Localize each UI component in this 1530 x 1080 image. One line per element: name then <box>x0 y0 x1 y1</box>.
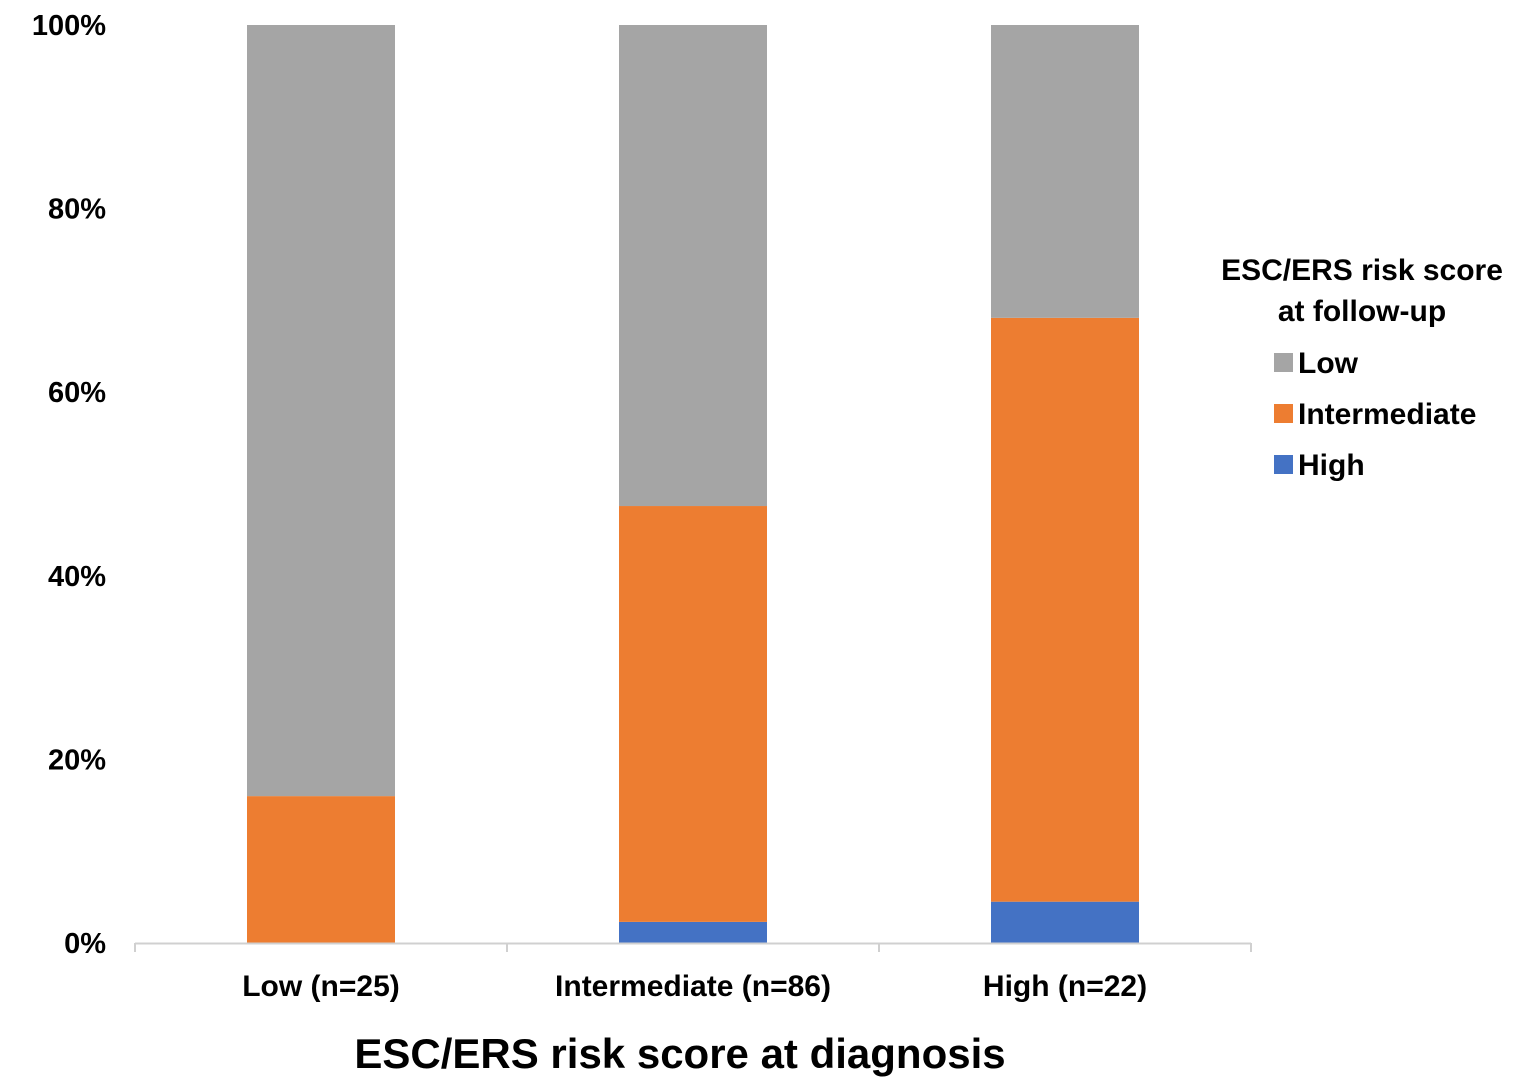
legend-label: Low <box>1298 347 1359 380</box>
y-tick-label: 20% <box>48 744 106 776</box>
legend-swatch-high <box>1274 455 1293 474</box>
x-category-label: Intermediate (n=86) <box>555 970 831 1003</box>
y-tick-label: 40% <box>48 561 106 593</box>
legend-swatch-intermediate <box>1274 404 1293 423</box>
bar-segment-high <box>619 921 767 943</box>
y-tick-label: 0% <box>64 928 106 960</box>
y-tick-label: 100% <box>32 10 106 42</box>
x-category-label: High (n=22) <box>983 970 1147 1003</box>
legend-title: at follow-up <box>1278 295 1446 328</box>
x-category-label: Low (n=25) <box>242 970 400 1003</box>
y-tick-label: 60% <box>48 377 106 409</box>
y-tick-label: 80% <box>48 194 106 226</box>
x-axis-title: ESC/ERS risk score at diagnosis <box>354 1030 1005 1077</box>
x-axis <box>134 942 1252 952</box>
bar-segment-intermediate <box>247 796 395 943</box>
bar-segment-low <box>247 25 395 797</box>
legend-title: ESC/ERS risk score <box>1221 254 1503 287</box>
legend: ESC/ERS risk score at follow-up Low Interme… <box>1221 254 1503 482</box>
x-axis-category-labels: Low (n=25) Intermediate (n=86) High (n=22) <box>242 970 1147 1003</box>
bar-segment-high <box>991 901 1139 943</box>
legend-label: Intermediate <box>1298 398 1476 431</box>
bar-segment-low <box>991 25 1139 318</box>
legend-label: High <box>1298 449 1365 482</box>
y-axis-ticks: 0% 20% 40% 60% 80% 100% <box>32 10 106 960</box>
bar-segment-low <box>619 25 767 507</box>
bar-segment-intermediate <box>991 317 1139 902</box>
bar-segment-intermediate <box>619 506 767 922</box>
bars <box>247 25 1139 943</box>
legend-swatch-low <box>1274 353 1293 372</box>
